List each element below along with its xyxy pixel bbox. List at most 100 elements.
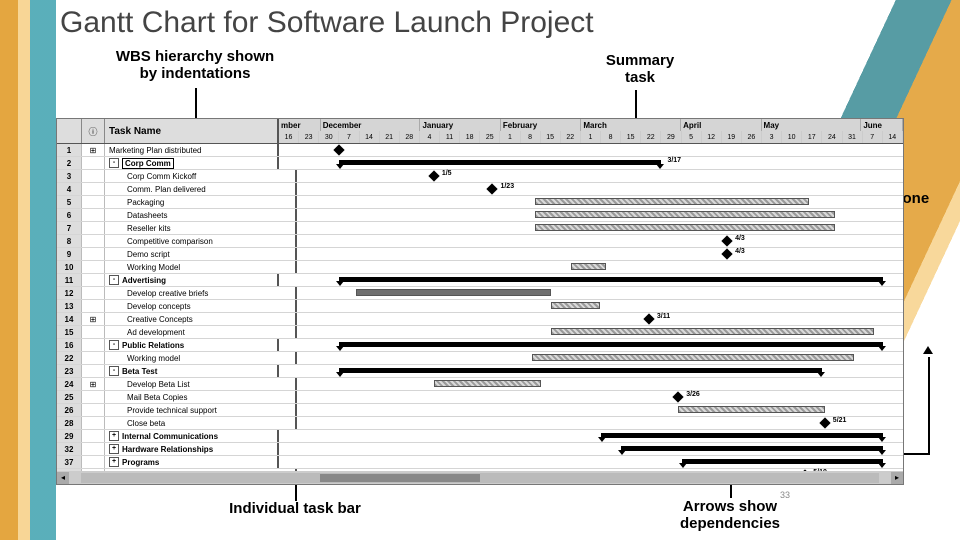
horizontal-scrollbar[interactable]: ◂ ▸: [57, 471, 903, 484]
row-number: 29: [57, 430, 82, 442]
info-cell: [82, 157, 105, 169]
bar-label: 4/3: [735, 235, 745, 242]
task-name: -Advertising: [105, 274, 279, 286]
info-cell: ⊞: [82, 378, 105, 390]
row-number: 12: [57, 287, 82, 299]
scroll-thumb[interactable]: [320, 474, 480, 482]
day-header: 15: [541, 131, 561, 143]
task-row: 6Datasheets: [57, 209, 903, 222]
task-name: Competitive comparison: [105, 235, 297, 247]
arrow-dep-head2: [923, 346, 933, 354]
timeline-cell: [297, 352, 903, 364]
day-header: 16: [279, 131, 299, 143]
task-name: Close beta: [105, 417, 297, 429]
task-name: Packaging: [105, 196, 297, 208]
row-number: 15: [57, 326, 82, 338]
task-bar: [532, 354, 855, 361]
task-row: 8Competitive comparison4/3: [57, 235, 903, 248]
task-row: 5Packaging: [57, 196, 903, 209]
timeline-cell: [279, 339, 903, 351]
task-row: 2-Corp Comm3/17: [57, 157, 903, 170]
timeline-cell: [279, 443, 903, 455]
task-bar: [434, 380, 542, 387]
info-cell: [82, 300, 105, 312]
task-bar: [535, 224, 834, 231]
timeline-cell: 3/11: [297, 313, 903, 325]
day-header: 19: [722, 131, 742, 143]
task-name: -Public Relations: [105, 339, 279, 351]
day-header: 8: [521, 131, 541, 143]
task-name: -Corp Comm: [105, 157, 279, 169]
day-header: 1: [581, 131, 601, 143]
task-bar: [356, 289, 551, 296]
page-number: 33: [780, 490, 790, 500]
task-row: 25Mail Beta Copies3/26: [57, 391, 903, 404]
day-header: 1: [500, 131, 520, 143]
milestone-diamond: [819, 417, 830, 428]
task-name: Working Model: [105, 261, 297, 273]
day-header: 21: [380, 131, 400, 143]
expander-icon[interactable]: +: [109, 431, 119, 441]
row-number: 3: [57, 170, 82, 182]
milestone-diamond: [487, 183, 498, 194]
info-cell: [82, 261, 105, 273]
month-header: June: [861, 119, 903, 131]
info-cell: [82, 326, 105, 338]
timeline-cell: [297, 222, 903, 234]
expander-icon[interactable]: -: [109, 158, 119, 168]
row-number: 1: [57, 144, 82, 156]
timeline-cell: [279, 365, 903, 377]
slide-title: Gantt Chart for Software Launch Project: [60, 6, 594, 40]
scroll-track[interactable]: [81, 473, 879, 483]
timeline-header: mberDecemberJanuaryFebruaryMarchAprilMay…: [279, 119, 903, 143]
month-header: March: [581, 119, 681, 131]
task-name: -Beta Test: [105, 365, 279, 377]
timeline-cell: 4/3: [297, 235, 903, 247]
task-name: Develop concepts: [105, 300, 297, 312]
scroll-left-button[interactable]: ◂: [57, 472, 69, 484]
timeline-cell: [297, 196, 903, 208]
row-number: 25: [57, 391, 82, 403]
summary-bar: [339, 277, 882, 282]
expander-icon[interactable]: +: [109, 444, 119, 454]
summary-bar: [339, 368, 822, 373]
bar-label: 3/11: [657, 313, 670, 320]
timeline-cell: [279, 144, 903, 156]
gantt-panel: ⓘ Task Name mberDecemberJanuaryFebruaryM…: [56, 118, 904, 485]
task-row: 4Comm. Plan delivered1/23: [57, 183, 903, 196]
info-cell: [82, 404, 105, 416]
row-number: 4: [57, 183, 82, 195]
timeline-cell: [279, 456, 903, 468]
day-header: 12: [702, 131, 722, 143]
expander-icon[interactable]: -: [109, 275, 119, 285]
timeline-cell: [297, 300, 903, 312]
expander-icon[interactable]: +: [109, 457, 119, 467]
row-number: 10: [57, 261, 82, 273]
row-number: 16: [57, 339, 82, 351]
task-row: 28Close beta5/21: [57, 417, 903, 430]
task-row: 26Provide technical support: [57, 404, 903, 417]
info-cell: ⊞: [82, 144, 105, 156]
timeline-cell: 3/17: [279, 157, 903, 169]
milestone-diamond: [721, 235, 732, 246]
task-name: Demo script: [105, 248, 297, 260]
day-header: 18: [460, 131, 480, 143]
row-number: 11: [57, 274, 82, 286]
expander-icon[interactable]: -: [109, 340, 119, 350]
task-name: Marketing Plan distributed: [105, 144, 279, 156]
info-cell: [82, 170, 105, 182]
month-header: April: [681, 119, 761, 131]
info-cell: [82, 235, 105, 247]
scroll-right-button[interactable]: ▸: [891, 472, 903, 484]
info-header: ⓘ: [82, 119, 105, 143]
milestone-diamond: [428, 170, 439, 181]
row-number: 37: [57, 456, 82, 468]
task-row: 12Develop creative briefs: [57, 287, 903, 300]
expander-icon[interactable]: -: [109, 366, 119, 376]
task-row: 32+Hardware Relationships: [57, 443, 903, 456]
task-row: 15Ad development: [57, 326, 903, 339]
task-row: 29+Internal Communications: [57, 430, 903, 443]
row-number: 6: [57, 209, 82, 221]
slide-root: Gantt Chart for Software Launch Project …: [0, 0, 960, 540]
month-header: February: [501, 119, 581, 131]
